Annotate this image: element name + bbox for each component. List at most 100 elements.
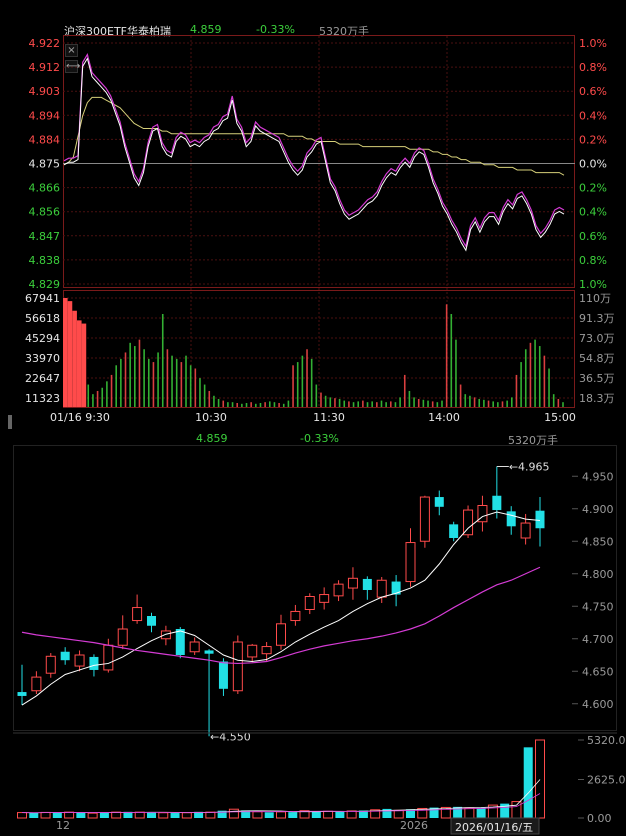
daily-volume-bar [323,810,334,819]
candle-body-up [247,644,258,658]
low-annotation: ←4.550 [210,730,251,743]
intraday-pct-tick: 0.8% [579,254,607,267]
candle-body-down [89,656,99,670]
daily-volume-bar [99,812,109,818]
intraday-y-tick: 4.829 [29,278,61,291]
intraday-pct-tick: 0.4% [579,109,607,122]
candle-body-down [492,495,502,511]
daily-volume-bar [217,810,227,818]
volume-ma-fast [21,779,541,814]
daily-volume-bar [194,811,204,818]
daily-volume-bar [440,806,451,819]
daily-volume-bar [17,812,27,819]
expand-icon[interactable]: ⟷ [65,60,81,73]
candle-body-up [160,630,171,640]
candle-body-up [103,644,114,671]
intraday-y-tick: 4.884 [29,133,61,146]
date-cursor-box [450,817,540,835]
daily-volume-bar [276,811,286,819]
candle-body-up [405,542,416,583]
intraday-pct-tick: 0.0% [579,158,607,171]
kline-y-tick: 4.600 [582,698,614,711]
volume-y-tick: 11323 [25,392,60,405]
kline-y-tick: 4.750 [582,600,614,613]
kline-volume: 5320万手 [508,434,558,447]
close-icon[interactable]: × [65,44,78,57]
security-name: 沪深300ETF华泰柏瑞 [64,25,171,38]
candle-body-up [463,509,474,536]
kline-y-tick: 4.800 [582,568,614,581]
intraday-y-tick: 4.875 [29,158,61,171]
volume-bar [81,323,87,407]
candle-body-up [261,646,272,655]
daily-volume-bar [123,811,133,818]
daily-volume-bar [523,747,533,818]
daily-volume-y-tick: 5320.00 [587,734,626,747]
intraday-y-tick: 4.903 [29,85,61,98]
price-line [63,57,565,252]
kline-y-tick: 4.650 [582,665,614,678]
volume-bar [76,320,82,407]
candle-body-up [419,496,430,542]
candle-body-up [477,505,488,523]
intraday-pct-tick: 0.6% [579,230,607,243]
volume-bar [72,310,77,407]
daily-volume-bar [228,808,239,819]
candle-body-down [535,510,545,529]
daily-volume-bar [453,806,463,818]
daily-volume-bar [299,810,310,819]
candle-body-down [147,616,156,626]
candle-body-down [434,497,444,507]
intraday-x-tick: 10:30 [195,411,227,424]
candle-body-up [132,607,143,622]
daily-volume-bar [64,811,75,819]
volume-y-tick-right: 91.3万 [579,312,615,325]
intraday-x-tick: 15:00 [544,411,576,424]
daily-volume-bar [500,803,510,818]
daily-volume-bar [147,812,156,818]
candle-body-up [117,628,128,646]
daily-volume-bar [393,809,404,819]
volume-y-tick: 33970 [25,352,60,365]
daily-volume-bar [382,808,392,818]
daily-volume-bar [346,810,357,819]
candle-body-down [362,578,372,590]
intraday-pct-tick: 0.2% [579,182,607,195]
intraday-x-tick: 11:30 [313,411,345,424]
left-scroll-handle[interactable] [8,415,12,429]
daily-volume-bar [52,812,62,818]
daily-volume-bar [40,811,51,819]
intraday-frame [63,35,575,288]
header-change: -0.33% [256,23,295,36]
intraday-y-tick: 4.838 [29,254,61,267]
daily-volume-y-tick: 0.00 [587,812,612,825]
volume-y-tick: 56618 [25,312,60,325]
intraday-x-tick: 01/16 9:30 [50,411,110,424]
daily-volume-bar [535,739,545,819]
daily-volume-bar [358,810,368,818]
candle-body-up [333,583,344,597]
kline-price: 4.859 [196,432,228,445]
intraday-pct-tick: 0.8% [579,61,607,74]
candle-body-up [74,654,85,667]
candle-body-up [290,610,301,622]
daily-volume-bar [29,812,39,818]
candle-body-up [45,655,56,674]
candle-body-down [60,651,70,661]
daily-volume-bar [335,811,345,818]
volume-y-tick-right: 73.0万 [579,332,615,345]
candle-body-up [376,579,387,598]
volume-y-tick: 67941 [25,292,60,305]
high-annotation: ←4.965 [509,461,550,474]
kline-x-tick: 12 [56,819,70,832]
intraday-chart: 4.922 1.0% 4.912 0.8% 4.903 0.6% 4.894 0.4% 4.88… [25,36,615,424]
candle-body-down [218,661,228,689]
ma-fast-line [21,511,541,706]
daily-volume-bar [241,810,251,818]
daily-volume-bar [429,807,439,818]
daily-volume-bar [181,812,192,819]
candle-body-up [304,596,315,610]
daily-volume-bar [464,807,475,819]
daily-volume-bar [511,801,522,819]
kline-y-tick: 4.850 [582,535,614,548]
